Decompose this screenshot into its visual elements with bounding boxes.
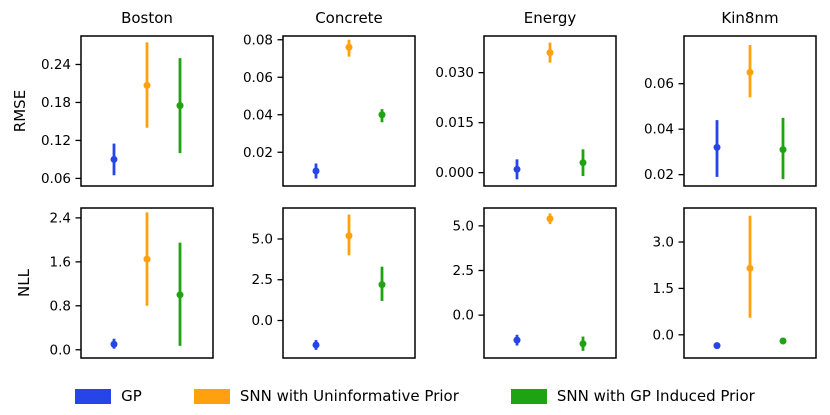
column-title-boston: Boston [121,9,173,27]
legend-item-gp: GP [75,387,142,405]
svg-text:0.18: 0.18 [41,95,71,111]
subplot-nll-energy: 0.0 2.5 5.0 [453,207,617,359]
svg-text:0.030: 0.030 [435,65,474,81]
svg-text:5.0: 5.0 [453,218,474,234]
svg-text:0.0: 0.0 [653,327,674,343]
svg-text:0.0: 0.0 [453,308,474,324]
svg-text:2.4: 2.4 [50,210,71,226]
svg-text:0.06: 0.06 [41,171,71,187]
svg-text:0.06: 0.06 [243,70,273,86]
svg-text:0.08: 0.08 [243,32,273,48]
subplot-rmse-kin8nm: 0.02 0.04 0.06 [644,35,817,187]
subplot-nll-boston: 0.0 0.8 1.6 2.4 [50,207,214,359]
svg-text:1.6: 1.6 [50,254,71,270]
legend-swatch-snn-gp-induced [510,388,547,404]
column-title-concrete: Concrete [315,9,383,27]
svg-text:0.04: 0.04 [644,122,674,138]
svg-text:2.5: 2.5 [453,263,474,279]
legend-label-snn-uninformative: SNN with Uninformative Prior [239,387,459,405]
svg-text:0.8: 0.8 [50,298,71,314]
subplot-nll-kin8nm: 0.0 1.5 3.0 [653,207,817,359]
svg-text:0.0: 0.0 [50,342,71,358]
svg-text:0.04: 0.04 [243,107,273,123]
svg-text:0.24: 0.24 [41,57,71,73]
subplot-rmse-concrete: 0.02 0.04 0.06 0.08 [243,32,416,187]
subplot-rmse-boston: 0.06 0.12 0.18 0.24 [41,35,214,187]
subplot-nll-concrete: 0.0 2.5 5.0 [252,207,416,359]
column-title-energy: Energy [523,9,577,27]
svg-text:3.0: 3.0 [653,235,674,251]
svg-text:0.000: 0.000 [435,165,474,181]
legend-label-gp: GP [121,387,142,405]
svg-text:2.5: 2.5 [252,272,273,288]
legend-item-snn-gp-induced: SNN with GP Induced Prior [510,387,755,405]
column-title-kin8nm: Kin8nm [721,9,779,27]
svg-text:0.0: 0.0 [252,313,273,329]
svg-text:1.5: 1.5 [653,281,674,297]
legend-label-snn-gp-induced: SNN with GP Induced Prior [556,387,755,405]
legend-swatch-snn-uninformative [193,388,230,404]
legend-item-snn-uninformative: SNN with Uninformative Prior [193,387,459,405]
svg-text:0.02: 0.02 [243,145,273,161]
svg-text:5.0: 5.0 [252,231,273,247]
svg-text:0.02: 0.02 [644,167,674,183]
svg-text:0.06: 0.06 [644,76,674,92]
legend-swatch-gp [75,388,112,404]
subplot-rmse-energy: 0.000 0.015 0.030 [435,35,617,187]
svg-text:0.015: 0.015 [435,115,474,131]
svg-text:0.12: 0.12 [41,133,71,149]
legend: GP SNN with Uninformative Prior SNN with… [0,387,830,405]
